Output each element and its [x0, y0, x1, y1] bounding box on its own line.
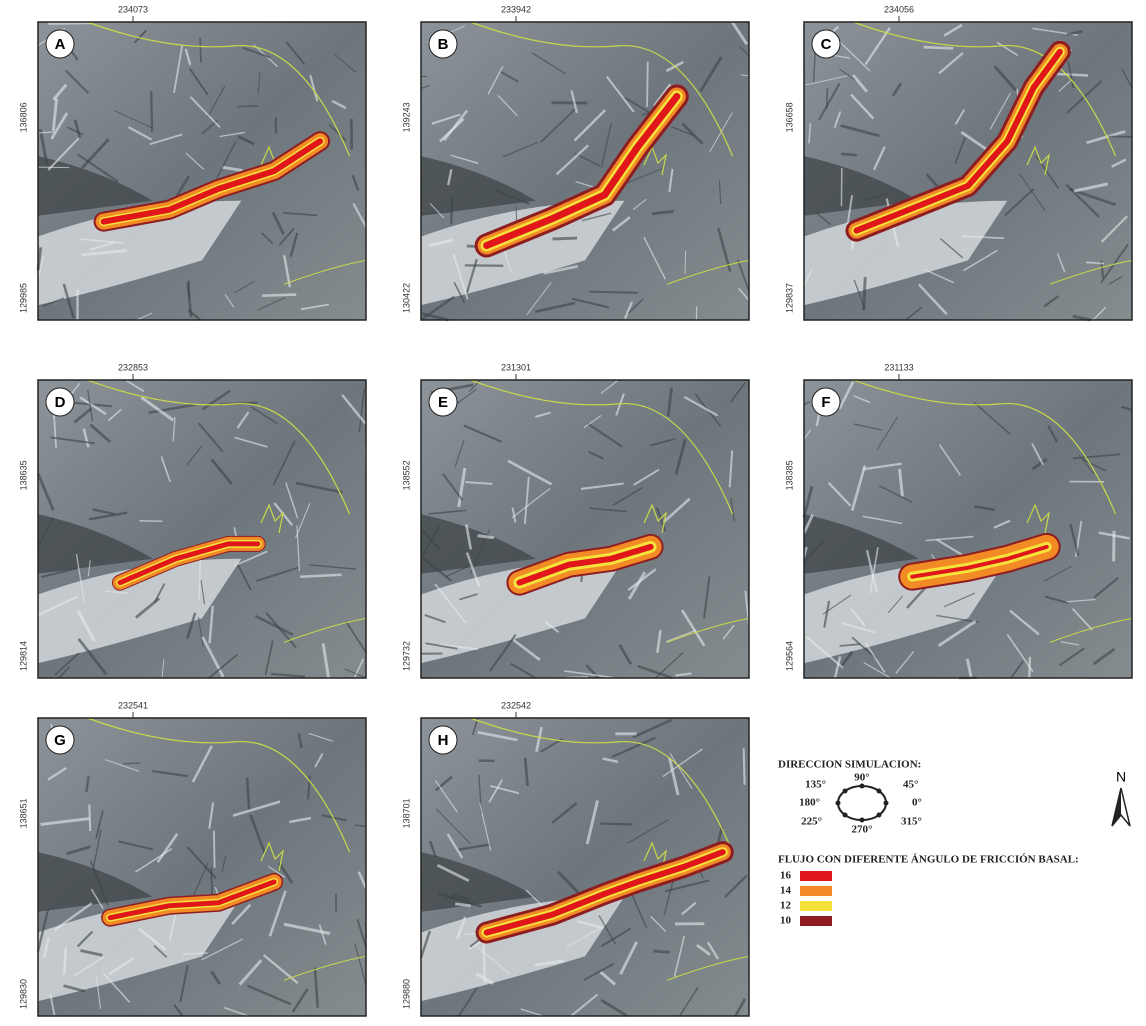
angle-label: 135°: [805, 779, 826, 791]
angle-label: 225°: [801, 816, 822, 828]
ridge: [1086, 262, 1104, 263]
y-coordinate: 138552: [401, 460, 411, 490]
legend-swatch: [800, 916, 832, 926]
x-coordinate: 231301: [501, 362, 531, 372]
x-coordinate: 231133: [884, 362, 913, 372]
x-coordinate: 232541: [118, 700, 148, 710]
map-panel: D 232853 138635 129814: [18, 362, 366, 678]
figure-canvas: A 234073 136806 129985 B 233942 139243 130422 C 2…: [0, 0, 1146, 1026]
legend-label: 10: [780, 915, 792, 927]
legend-swatch: [800, 886, 832, 896]
angle-label: 315°: [901, 816, 922, 828]
ridge: [589, 292, 638, 293]
ridge: [123, 763, 140, 764]
y-coordinate: 130422: [401, 283, 411, 313]
ridge: [139, 521, 162, 522]
flow-title: FLUJO CON DIFERENTE ÁNGULO DE FRICCIÓN B…: [778, 854, 1079, 866]
map-panel: C 234056 136658 129837: [784, 4, 1132, 320]
angle-label: 180°: [799, 797, 820, 809]
map-panel: H 232542 138701 129880: [401, 700, 749, 1016]
ridge: [237, 106, 258, 107]
angle-label: 90°: [854, 772, 869, 784]
direction-marker: [836, 801, 841, 806]
y-coordinate: 129837: [784, 283, 794, 313]
y-coordinate: 138385: [784, 460, 794, 490]
ridge: [214, 831, 215, 868]
ridge: [841, 154, 856, 155]
direction-marker: [860, 784, 865, 789]
legend-label: 16: [780, 870, 792, 882]
angle-label: 45°: [903, 779, 918, 791]
y-coordinate: 138701: [401, 798, 411, 828]
direction-marker: [843, 788, 848, 793]
map-panel: F 231133 138385 129564: [784, 362, 1132, 678]
direction-marker: [884, 801, 889, 806]
legend-swatch: [800, 901, 832, 911]
y-coordinate: 129564: [784, 641, 794, 671]
map-panel: G 232541 138651 129830: [18, 700, 366, 1016]
ridge: [48, 23, 92, 24]
x-coordinate: 232542: [501, 700, 531, 710]
ridge: [262, 295, 296, 296]
y-coordinate: 139243: [401, 102, 411, 132]
map-panel: E 231301 138552 129732: [401, 362, 749, 678]
direction-marker: [876, 813, 881, 818]
angle-label: 0°: [912, 797, 922, 809]
y-coordinate: 129732: [401, 641, 411, 671]
panel-label: E: [438, 394, 448, 411]
direction-title: DIRECCION SIMULACION:: [778, 759, 921, 771]
panel-label: D: [55, 394, 66, 411]
y-coordinate: 136806: [18, 102, 28, 132]
ridge: [552, 238, 577, 239]
legend-label: 12: [780, 900, 792, 912]
y-coordinate: 129985: [18, 283, 28, 313]
ridge: [647, 62, 648, 107]
y-coordinate: 129830: [18, 979, 28, 1009]
y-coordinate: 129814: [18, 641, 28, 671]
ridge: [744, 748, 745, 784]
x-coordinate: 233942: [501, 4, 531, 14]
x-coordinate: 234073: [118, 4, 148, 14]
north-label: N: [1116, 769, 1126, 785]
ridge: [601, 824, 633, 825]
ridge: [924, 47, 954, 48]
map-panel: B 233942 139243 130422: [401, 4, 749, 320]
direction-marker: [876, 788, 881, 793]
y-coordinate: 138651: [18, 798, 28, 828]
ridge: [483, 938, 484, 983]
ridge: [64, 948, 66, 975]
y-coordinate: 138635: [18, 460, 28, 490]
legend-label: 14: [780, 885, 792, 897]
legend-swatch: [800, 871, 832, 881]
legend: DIRECCION SIMULACION:90° 45° 0° 315° 270° 225…: [778, 759, 1130, 927]
direction-marker: [843, 813, 848, 818]
figure: A 234073 136806 129985 B 233942 139243 130422 C 2…: [0, 0, 1146, 1026]
ridge: [653, 951, 669, 952]
panel-label: F: [821, 394, 830, 411]
y-coordinate: 129880: [401, 979, 411, 1009]
direction-marker: [860, 818, 865, 823]
ridge: [685, 251, 686, 274]
ridge: [151, 91, 152, 132]
ridge: [455, 904, 470, 906]
panel-label: H: [438, 732, 449, 749]
angle-label: 270°: [852, 824, 873, 836]
x-coordinate: 234056: [884, 4, 914, 14]
ridge: [451, 198, 452, 224]
map-panel: A 234073 136806 129985: [18, 4, 366, 320]
ridge: [200, 38, 201, 63]
x-coordinate: 232853: [118, 362, 148, 372]
panel-label: A: [55, 36, 66, 53]
panel-label: C: [821, 36, 832, 53]
panel-label: B: [438, 36, 449, 53]
y-coordinate: 136658: [784, 102, 794, 132]
panel-label: G: [54, 732, 66, 749]
